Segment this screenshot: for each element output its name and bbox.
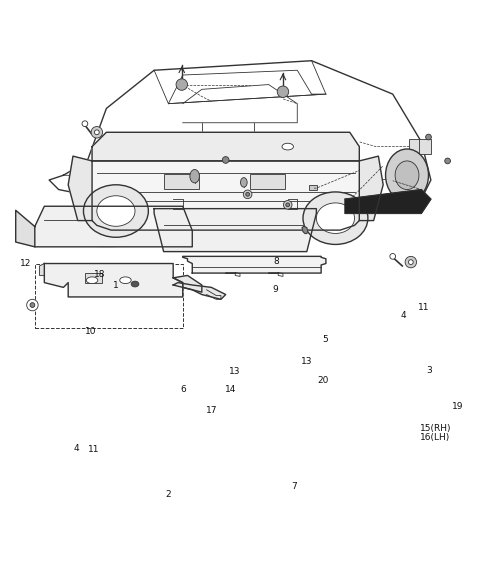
Ellipse shape: [277, 86, 288, 97]
Polygon shape: [68, 156, 92, 221]
Bar: [409, 140, 431, 154]
Text: 7: 7: [291, 482, 297, 491]
Ellipse shape: [303, 192, 368, 245]
Polygon shape: [173, 275, 202, 292]
Text: 15(RH): 15(RH): [420, 424, 452, 433]
Polygon shape: [39, 263, 44, 275]
Ellipse shape: [390, 254, 396, 259]
Ellipse shape: [86, 277, 98, 283]
Text: 4: 4: [400, 311, 406, 320]
Ellipse shape: [282, 143, 293, 150]
Bar: [85, 273, 102, 283]
Ellipse shape: [445, 158, 450, 164]
Text: 11: 11: [418, 303, 429, 312]
Bar: [164, 174, 199, 189]
Ellipse shape: [316, 203, 355, 234]
Polygon shape: [154, 209, 316, 251]
Polygon shape: [44, 263, 183, 297]
Ellipse shape: [286, 203, 289, 207]
Ellipse shape: [395, 161, 419, 190]
Text: 14: 14: [225, 385, 237, 393]
Text: 1: 1: [112, 282, 118, 291]
Polygon shape: [173, 283, 226, 299]
Ellipse shape: [240, 178, 247, 187]
Polygon shape: [92, 161, 360, 230]
Text: 20: 20: [317, 376, 329, 385]
Ellipse shape: [97, 196, 135, 226]
Text: 8: 8: [274, 256, 279, 266]
Ellipse shape: [426, 134, 432, 140]
Ellipse shape: [405, 256, 417, 268]
Text: 6: 6: [181, 385, 187, 394]
Ellipse shape: [82, 121, 88, 127]
Polygon shape: [302, 226, 308, 234]
Ellipse shape: [243, 190, 252, 198]
Bar: [250, 174, 285, 189]
Ellipse shape: [131, 281, 139, 287]
Bar: [309, 185, 317, 190]
Text: 3: 3: [426, 367, 432, 376]
Text: 10: 10: [85, 327, 96, 336]
Text: 18: 18: [95, 270, 106, 279]
Bar: [35, 263, 183, 328]
Ellipse shape: [246, 193, 250, 196]
Polygon shape: [16, 210, 35, 247]
Polygon shape: [345, 190, 431, 213]
Ellipse shape: [176, 79, 188, 90]
Polygon shape: [183, 256, 326, 273]
Ellipse shape: [91, 127, 103, 138]
Bar: [412, 166, 424, 185]
Ellipse shape: [30, 303, 35, 307]
Text: 12: 12: [20, 259, 31, 268]
Text: 11: 11: [88, 445, 100, 454]
Text: 9: 9: [272, 285, 278, 294]
Text: 16(LH): 16(LH): [420, 433, 451, 442]
Text: 13: 13: [228, 367, 240, 376]
Text: 19: 19: [452, 402, 464, 411]
Polygon shape: [92, 132, 360, 161]
Ellipse shape: [222, 157, 229, 164]
Text: 5: 5: [322, 335, 328, 344]
Polygon shape: [360, 156, 383, 221]
Ellipse shape: [283, 201, 292, 209]
Ellipse shape: [120, 277, 131, 283]
Ellipse shape: [95, 130, 99, 135]
Ellipse shape: [385, 149, 429, 201]
Ellipse shape: [408, 260, 413, 264]
Text: 17: 17: [205, 405, 217, 414]
Polygon shape: [35, 206, 192, 247]
Text: 13: 13: [300, 357, 312, 366]
Ellipse shape: [190, 169, 199, 183]
Text: 2: 2: [165, 490, 171, 499]
Ellipse shape: [84, 185, 148, 237]
Text: 4: 4: [73, 444, 79, 453]
Ellipse shape: [27, 299, 38, 311]
